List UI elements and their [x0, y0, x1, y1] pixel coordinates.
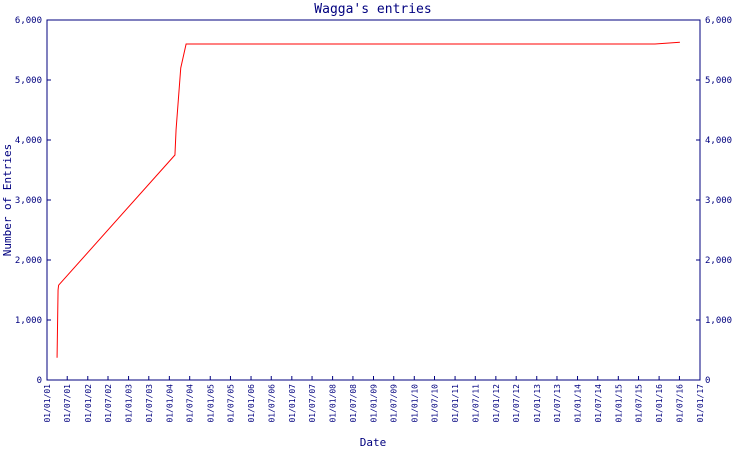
x-tick-label: 01/07/09: [390, 384, 399, 423]
y2-tick-label: 3,000: [705, 196, 732, 206]
y-tick-label: 1,000: [15, 316, 42, 326]
x-tick-label: 01/07/11: [471, 384, 480, 423]
x-tick-label: 01/01/15: [614, 384, 623, 423]
x-tick-label: 01/07/05: [226, 384, 235, 423]
x-tick-label: 01/07/01: [63, 384, 72, 423]
x-tick-label: 01/07/10: [431, 384, 440, 423]
x-tick-label: 01/07/12: [512, 384, 521, 423]
x-tick-label: 01/01/12: [492, 384, 501, 423]
y-tick-label: 2,000: [15, 256, 42, 266]
y2-tick-label: 4,000: [705, 136, 732, 146]
data-line: [56, 41, 680, 358]
x-tick-label: 01/07/02: [104, 384, 113, 423]
y-tick-label: 4,000: [15, 136, 42, 146]
x-tick-label: 01/01/10: [410, 384, 419, 423]
x-tick-label: 01/01/04: [165, 384, 174, 423]
y-tick-label: 5,000: [15, 76, 42, 86]
y2-tick-label: 1,000: [705, 316, 732, 326]
x-tick-label: 01/07/08: [349, 384, 358, 423]
x-tick-label: 01/01/09: [370, 384, 379, 423]
chart-title: Wagga's entries: [314, 2, 431, 17]
x-tick-label: 01/01/03: [125, 384, 134, 423]
y2-tick-label: 6,000: [705, 16, 732, 26]
x-tick-label: 01/07/13: [553, 384, 562, 423]
y2-tick-label: 2,000: [705, 256, 732, 266]
y-axis-label: Number of Entries: [1, 144, 14, 257]
x-tick-label: 01/07/14: [594, 384, 603, 423]
x-axis-label: Date: [360, 436, 387, 449]
x-tick-label: 01/01/02: [84, 384, 93, 423]
y-tick-label: 6,000: [15, 16, 42, 26]
x-tick-label: 01/07/06: [267, 384, 276, 423]
x-tick-label: 01/01/01: [43, 384, 52, 423]
x-tick-label: 01/01/11: [451, 384, 460, 423]
x-tick-label: 01/01/07: [288, 384, 297, 423]
x-tick-label: 01/07/04: [186, 384, 195, 423]
y-tick-label: 3,000: [15, 196, 42, 206]
x-tick-label: 01/01/16: [655, 384, 664, 423]
x-tick-label: 01/01/06: [247, 384, 256, 423]
plot-frame: [46, 19, 701, 381]
x-tick-label: 01/01/14: [574, 384, 583, 423]
x-tick-label: 01/01/08: [329, 384, 338, 423]
x-tick-label: 01/01/05: [206, 384, 215, 423]
x-tick-label: 01/07/07: [308, 384, 317, 423]
x-tick-label: 01/07/15: [635, 384, 644, 423]
x-tick-label: 01/07/16: [675, 384, 684, 423]
x-tick-label: 01/01/13: [533, 384, 542, 423]
x-tick-label: 01/01/17: [696, 384, 705, 423]
y2-tick-label: 0: [705, 376, 710, 386]
x-tick-label: 01/07/03: [145, 384, 154, 423]
y2-tick-label: 5,000: [705, 76, 732, 86]
y-tick-label: 0: [37, 376, 42, 386]
